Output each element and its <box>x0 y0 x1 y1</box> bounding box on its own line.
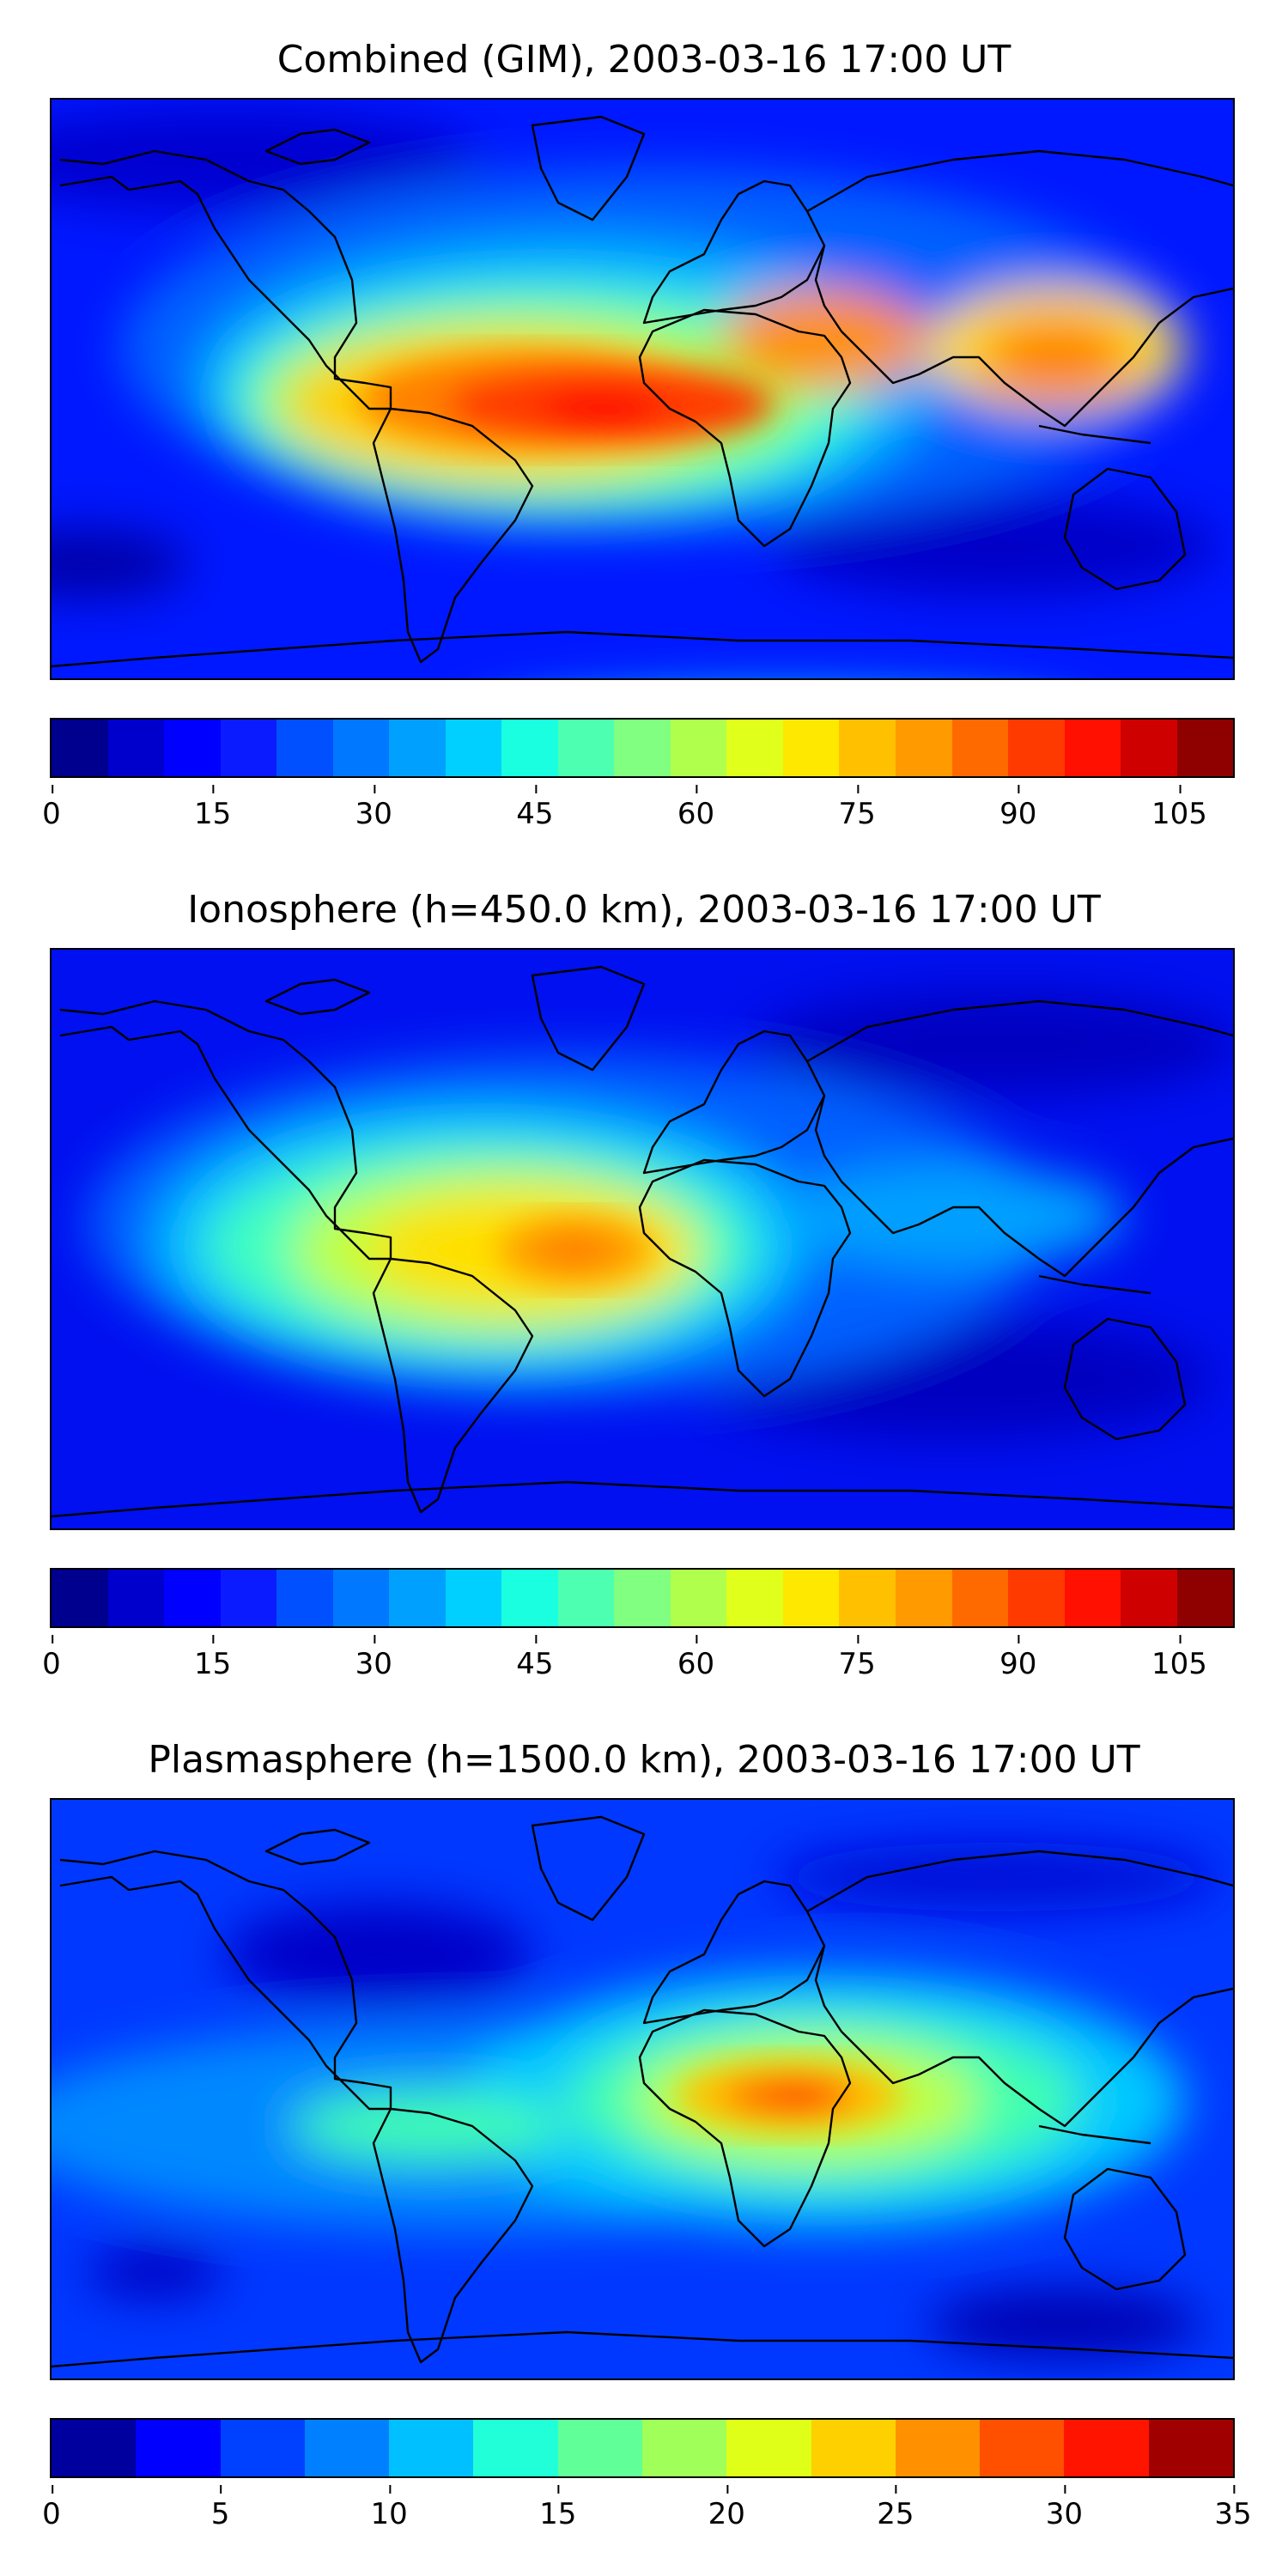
coastlines <box>52 1815 1233 2368</box>
map-combined <box>50 98 1235 680</box>
colorbar-segment <box>220 2420 305 2476</box>
colorbar-tick-label: 105 <box>1151 785 1207 831</box>
colorbar-segment <box>501 1570 558 1626</box>
map-plasmasphere <box>50 1798 1235 2380</box>
colorbar-tick-label: 15 <box>193 1635 232 1681</box>
colorbar-segment <box>980 2420 1065 2476</box>
colorbar-segment <box>52 2420 137 2476</box>
colorbar-segment <box>473 2420 558 2476</box>
colorbar-tick-label: 30 <box>355 1635 392 1681</box>
colorbar-tick-label: 30 <box>1045 2485 1084 2531</box>
colorbar-ticks-plasmasphere: 0 5 10 15 20 25 30 35 <box>42 2485 1252 2540</box>
colorbar-tick-label: 35 <box>1214 2485 1252 2531</box>
colorbar-segment <box>276 720 333 776</box>
colorbar-segment <box>782 1570 840 1626</box>
colorbar-combined <box>50 718 1235 778</box>
colorbar-segment <box>557 720 615 776</box>
tec-map-ionosphere <box>52 950 1233 1528</box>
colorbar-segment <box>1008 1570 1065 1626</box>
colorbar-segment <box>164 1570 221 1626</box>
colorbar-segment <box>726 720 783 776</box>
colorbar-segment <box>389 2420 474 2476</box>
colorbar-segment <box>951 1570 1009 1626</box>
colorbar-segment <box>276 1570 333 1626</box>
colorbar-tick-label: 15 <box>193 785 232 831</box>
colorbar-tick-label: 0 <box>42 2485 61 2531</box>
colorbar-segment <box>1008 720 1065 776</box>
colorbar-ticks-ionosphere: 0 15 30 45 60 75 90 105 <box>42 1635 1235 1690</box>
colorbar-segment <box>557 1570 615 1626</box>
colorbar-segment <box>614 1570 671 1626</box>
colorbar-segment <box>220 720 277 776</box>
colorbar-segment <box>726 1570 783 1626</box>
colorbar-segment <box>332 1570 390 1626</box>
colorbar-segment <box>1176 1570 1233 1626</box>
panel-title-plasmasphere: Plasmasphere (h=1500.0 km), 2003-03-16 1… <box>148 1738 1140 1782</box>
colorbar-segment <box>670 720 727 776</box>
colorbar-tick-label: 105 <box>1151 1635 1207 1681</box>
colorbar-tick-label: 10 <box>370 2485 408 2531</box>
colorbar-tick-label: 30 <box>355 785 392 831</box>
colorbar-tick-label: 90 <box>999 785 1037 831</box>
colorbar-segment <box>389 1570 446 1626</box>
colorbar-segment <box>951 720 1009 776</box>
coastlines <box>52 965 1233 1518</box>
colorbar-segment <box>557 2420 642 2476</box>
colorbar-segment <box>107 1570 165 1626</box>
colorbar-tick-label: 60 <box>677 785 715 831</box>
colorbar-plasmasphere <box>50 2418 1235 2478</box>
colorbar-segment <box>1121 1570 1177 1626</box>
colorbar-segment <box>670 1570 727 1626</box>
colorbar-tick-label: 90 <box>999 1635 1037 1681</box>
colorbar-segment <box>332 720 390 776</box>
colorbar-tick-label: 45 <box>516 785 554 831</box>
colorbar-segment <box>1148 2420 1233 2476</box>
colorbar-segment <box>1064 1570 1121 1626</box>
tec-map-plasmasphere <box>52 1800 1233 2379</box>
colorbar-ionosphere <box>50 1568 1235 1628</box>
map-ionosphere <box>50 948 1235 1530</box>
colorbar-tick-label: 20 <box>708 2485 745 2531</box>
colorbar-segment <box>220 1570 277 1626</box>
colorbar-tick-label: 45 <box>516 1635 554 1681</box>
colorbar-segment <box>614 720 671 776</box>
colorbar-segment <box>389 720 446 776</box>
panel-title-combined: Combined (GIM), 2003-03-16 17:00 UT <box>276 38 1012 82</box>
colorbar-segment <box>136 2420 221 2476</box>
colorbar-tick-label: 15 <box>539 2485 577 2531</box>
colorbar-segment <box>52 720 108 776</box>
colorbar-segment <box>304 2420 390 2476</box>
colorbar-segment <box>445 1570 502 1626</box>
colorbar-segment <box>895 2420 981 2476</box>
colorbar-segment <box>1064 2420 1149 2476</box>
colorbar-tick-label: 5 <box>210 2485 230 2531</box>
colorbar-segment <box>839 720 896 776</box>
colorbar-segment <box>107 720 165 776</box>
colorbar-segment <box>839 1570 896 1626</box>
colorbar-segment <box>52 1570 108 1626</box>
colorbar-segment <box>501 720 558 776</box>
colorbar-segment <box>782 720 840 776</box>
colorbar-ticks-combined: 0 15 30 45 60 75 90 105 <box>42 785 1235 840</box>
colorbar-segment <box>1121 720 1177 776</box>
panel-title-ionosphere: Ionosphere (h=450.0 km), 2003-03-16 17:0… <box>187 888 1101 932</box>
colorbar-tick-label: 0 <box>42 1635 61 1681</box>
colorbar-segment <box>1176 720 1233 776</box>
colorbar-tick-label: 75 <box>838 1635 876 1681</box>
colorbar-segment <box>641 2420 727 2476</box>
colorbar-segment <box>726 2420 811 2476</box>
colorbar-segment <box>164 720 221 776</box>
colorbar-segment <box>811 2420 896 2476</box>
colorbar-segment <box>895 720 952 776</box>
coastlines <box>52 115 1233 668</box>
colorbar-segment <box>895 1570 952 1626</box>
colorbar-segment <box>445 720 502 776</box>
colorbar-tick-label: 60 <box>677 1635 715 1681</box>
tec-map-combined <box>52 100 1233 678</box>
colorbar-tick-label: 0 <box>42 785 61 831</box>
colorbar-segment <box>1064 720 1121 776</box>
colorbar-tick-label: 75 <box>838 785 876 831</box>
colorbar-tick-label: 25 <box>877 2485 914 2531</box>
